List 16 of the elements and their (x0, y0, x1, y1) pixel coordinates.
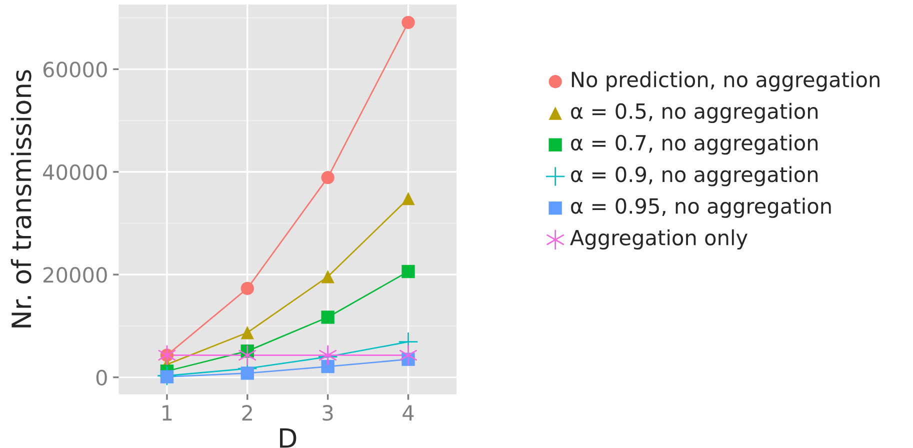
legend-label: α = 0.5, no aggregation (571, 102, 818, 124)
y-tick-label: 20000 (44, 267, 107, 283)
x-tick-label: 2 (242, 405, 252, 420)
legend-label: α = 0.7, no aggregation (571, 134, 818, 155)
x-tick-label: 1 (162, 405, 172, 420)
y-tick-label: 40000 (43, 164, 107, 180)
legend-label: α = 0.95, no aggregation (571, 198, 831, 218)
y-tick-label: 0 (96, 370, 107, 386)
legend-label: Aggregation only (570, 229, 748, 250)
x-axis-title: D (280, 428, 296, 448)
y-tick-label: 60000 (43, 62, 107, 78)
legend-label: α = 0.9, no aggregation (571, 166, 818, 186)
y-axis-title: Nr. of transmissions (10, 70, 32, 328)
x-tick-label: 3 (322, 405, 333, 421)
legend-label: No prediction, no aggregation (572, 71, 880, 92)
x-tick-label: 4 (402, 405, 414, 420)
